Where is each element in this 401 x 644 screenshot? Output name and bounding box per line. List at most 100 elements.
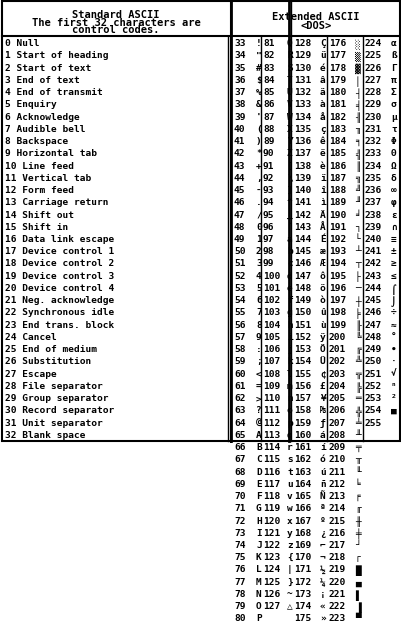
Text: 50: 50 (233, 247, 245, 256)
Text: 19 Device control 3: 19 Device control 3 (5, 272, 114, 281)
Text: [: [ (286, 162, 292, 171)
Text: ╦: ╦ (354, 370, 360, 379)
Text: 92: 92 (262, 174, 274, 183)
Text: 132: 132 (293, 88, 310, 97)
Text: 106: 106 (262, 345, 279, 354)
Text: 107: 107 (262, 357, 279, 366)
Text: 158: 158 (293, 406, 310, 415)
Text: 235: 235 (364, 174, 381, 183)
Text: 191: 191 (328, 223, 345, 232)
Text: 179: 179 (328, 76, 345, 85)
Text: 178: 178 (328, 64, 345, 73)
Text: 133: 133 (293, 100, 310, 109)
Text: 194: 194 (328, 260, 345, 269)
Text: t: t (286, 468, 292, 477)
Text: 104: 104 (262, 321, 279, 330)
Text: o: o (286, 406, 292, 415)
Text: l: l (286, 370, 292, 379)
Text: 222: 222 (328, 602, 345, 611)
Text: ╘: ╘ (354, 480, 360, 489)
Text: 55: 55 (233, 308, 245, 317)
Text: Å: Å (319, 223, 325, 232)
Text: 211: 211 (328, 468, 345, 477)
Text: 54: 54 (233, 296, 245, 305)
Text: Z: Z (286, 149, 292, 158)
Text: M: M (255, 578, 261, 587)
Text: ╓: ╓ (354, 504, 360, 513)
Text: 247: 247 (364, 321, 381, 330)
Text: 149: 149 (293, 296, 310, 305)
Text: ≈: ≈ (390, 321, 396, 330)
Text: 8 Backspace: 8 Backspace (5, 137, 68, 146)
Text: ╡: ╡ (354, 100, 360, 111)
Text: 3: 3 (255, 260, 261, 269)
Text: ╤: ╤ (354, 443, 360, 452)
Text: 225: 225 (364, 52, 381, 61)
Text: σ: σ (390, 100, 396, 109)
Text: ╜: ╜ (354, 198, 360, 207)
Text: 144: 144 (293, 235, 310, 244)
Text: Ñ: Ñ (319, 492, 325, 501)
Text: µ: µ (390, 113, 396, 122)
Text: 22 Synchronous idle: 22 Synchronous idle (5, 308, 114, 317)
Text: 223: 223 (328, 614, 345, 623)
Text: The first 32 characters are: The first 32 characters are (32, 18, 200, 28)
Text: 156: 156 (293, 382, 310, 391)
Text: c: c (286, 260, 292, 269)
Text: 71: 71 (233, 504, 245, 513)
Text: Σ: Σ (390, 88, 396, 97)
Text: ▐: ▐ (354, 602, 360, 613)
Text: 246: 246 (364, 308, 381, 317)
Text: 174: 174 (293, 602, 310, 611)
Text: 42: 42 (233, 149, 245, 158)
Text: 130: 130 (293, 64, 310, 73)
Text: 217: 217 (328, 541, 345, 550)
Text: 251: 251 (364, 370, 381, 379)
Text: ª: ª (319, 504, 325, 513)
Text: 160: 160 (293, 431, 310, 440)
Text: \: \ (286, 174, 292, 183)
Text: 249: 249 (364, 345, 381, 354)
Text: s: s (286, 455, 292, 464)
Text: 95: 95 (262, 211, 274, 220)
Text: 184: 184 (328, 137, 345, 146)
Text: à: à (319, 100, 325, 109)
Text: ⁿ: ⁿ (390, 382, 396, 391)
Text: 110: 110 (262, 394, 279, 403)
Text: ¼: ¼ (319, 578, 325, 587)
Text: :: : (255, 345, 261, 354)
Text: 155: 155 (293, 370, 310, 379)
Text: K: K (255, 553, 261, 562)
Text: &: & (255, 100, 261, 109)
Text: 57: 57 (233, 333, 245, 342)
Text: E: E (255, 480, 261, 489)
Text: 215: 215 (328, 516, 345, 526)
Text: 128: 128 (293, 39, 310, 48)
Text: 113: 113 (262, 431, 279, 440)
Text: 90: 90 (262, 149, 274, 158)
Text: 1: 1 (255, 235, 261, 244)
Text: 112: 112 (262, 419, 279, 428)
Text: ô: ô (319, 272, 325, 281)
Text: 80: 80 (233, 614, 245, 623)
Text: 124: 124 (262, 565, 279, 574)
Text: 172: 172 (293, 578, 310, 587)
Text: 67: 67 (233, 455, 245, 464)
Text: 7: 7 (255, 308, 261, 317)
Text: 147: 147 (293, 272, 310, 281)
Text: 152: 152 (293, 333, 310, 342)
Text: 167: 167 (293, 516, 310, 526)
Text: 16 Data link escape: 16 Data link escape (5, 235, 114, 244)
Text: x: x (286, 516, 292, 526)
Text: y: y (286, 529, 292, 538)
Text: 209: 209 (328, 443, 345, 452)
Text: ¢: ¢ (319, 370, 325, 379)
Text: ▀: ▀ (354, 614, 360, 623)
Text: Ç: Ç (319, 39, 325, 48)
Text: ²: ² (390, 394, 396, 403)
Text: 49: 49 (233, 235, 245, 244)
Text: ┬: ┬ (354, 260, 360, 269)
Text: 127: 127 (262, 602, 279, 611)
Text: ┘: ┘ (354, 541, 360, 550)
Text: ▌: ▌ (354, 590, 360, 601)
